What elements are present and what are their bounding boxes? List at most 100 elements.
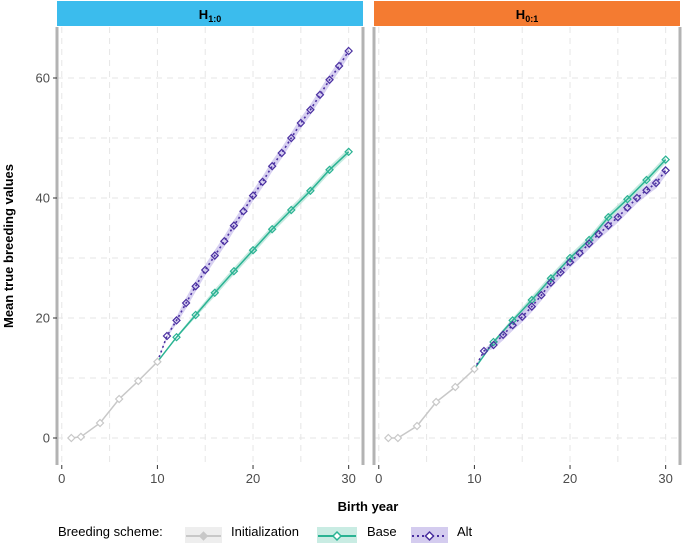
y-axis-title: Mean true breeding values: [1, 164, 16, 328]
point-base: [489, 337, 498, 347]
point-alt: [623, 203, 632, 212]
legend-key-base: [317, 527, 357, 543]
band-base: [157, 148, 349, 362]
legend-label-alt: Alt: [457, 524, 473, 539]
facet-h10: H1:0 0 20 40 60 0 10 20 30: [36, 1, 365, 486]
point-alt: [575, 248, 584, 258]
facet-h10-panel: [57, 27, 363, 465]
point-alt: [632, 193, 642, 203]
point-initialization: [76, 432, 86, 442]
point-base: [286, 205, 296, 215]
facet-h10-strip-label: H1:0: [199, 7, 221, 24]
point-alt: [517, 312, 527, 322]
facet-h01: H0:1 0 10 20 30: [372, 1, 682, 486]
point-alt: [603, 221, 613, 230]
band-base: [474, 156, 666, 369]
point-base: [603, 212, 613, 222]
line-alt: [473, 169, 667, 370]
facet-h01-panel: [374, 27, 680, 465]
facet-h10-strip: [57, 1, 363, 26]
point-initialization: [114, 394, 124, 404]
point-base: [229, 266, 239, 276]
point-initialization: [431, 397, 441, 407]
facet-h10-points: [66, 46, 354, 443]
facet-h01-strip: [374, 1, 680, 26]
point-alt: [277, 148, 287, 158]
facet-h01-x-axis-ticks: 0 10 20 30: [375, 465, 673, 486]
x-tick-label: 10: [467, 471, 481, 486]
facet-h01-points: [383, 155, 671, 443]
point-base: [508, 316, 518, 325]
y-tick-label: 40: [36, 191, 50, 206]
y-tick-label: 0: [43, 431, 50, 446]
legend-label-base: Base: [367, 524, 397, 539]
x-tick-label: 20: [246, 471, 260, 486]
x-tick-label: 0: [58, 471, 65, 486]
point-base: [565, 253, 575, 263]
point-alt: [661, 166, 671, 175]
point-initialization: [470, 364, 479, 374]
point-base: [546, 274, 556, 283]
point-alt: [315, 90, 325, 100]
x-tick-label: 30: [658, 471, 672, 486]
point-initialization: [153, 357, 162, 367]
point-alt: [191, 281, 201, 291]
point-base: [584, 235, 594, 245]
point-alt: [229, 221, 239, 230]
point-base: [306, 186, 315, 196]
point-alt: [584, 239, 594, 248]
facet-h01-strip-label: H0:1: [516, 7, 538, 24]
point-alt: [248, 191, 258, 200]
point-alt: [536, 290, 546, 300]
point-alt: [325, 75, 334, 85]
point-initialization: [133, 376, 143, 386]
point-base: [210, 288, 220, 298]
facet-h10-x-axis-ticks: 0 10 20 30: [58, 465, 356, 486]
facet-h10-bands: [157, 45, 349, 362]
facet-h01-bands: [474, 156, 666, 369]
y-tick-label: 60: [36, 71, 50, 86]
point-base: [344, 147, 354, 157]
point-alt: [200, 265, 210, 275]
point-alt: [479, 346, 489, 356]
point-base: [642, 175, 651, 185]
x-tick-label: 30: [341, 471, 355, 486]
point-alt: [594, 229, 604, 239]
line-base: [156, 151, 350, 363]
legend-title-text: Breeding scheme:: [58, 524, 163, 539]
point-alt: [613, 212, 623, 222]
point-initialization: [66, 433, 76, 443]
point-alt: [344, 46, 354, 56]
point-alt: [296, 118, 306, 128]
point-base: [623, 194, 632, 204]
point-base: [248, 245, 258, 255]
point-alt: [334, 61, 344, 71]
point-initialization: [95, 418, 105, 428]
point-alt: [651, 178, 661, 188]
point-alt: [546, 278, 556, 287]
point-base: [191, 310, 201, 320]
point-alt: [286, 133, 296, 143]
facet-h10-grid: [57, 27, 363, 465]
y-tick-label: 20: [36, 311, 50, 326]
point-alt: [642, 185, 651, 195]
x-tick-label: 10: [150, 471, 164, 486]
legend-label-initialization: Initialization: [231, 524, 299, 539]
point-alt: [306, 105, 315, 115]
point-alt: [210, 251, 220, 260]
legend-key-initialization: [185, 527, 222, 543]
point-base: [172, 332, 181, 342]
legend: Breeding scheme: Breeding scheme: Initia…: [58, 524, 473, 543]
point-base: [661, 155, 671, 164]
point-initialization: [412, 421, 422, 431]
band-alt: [474, 165, 666, 369]
point-alt: [527, 302, 537, 311]
point-alt: [498, 330, 508, 340]
point-alt: [239, 206, 248, 216]
point-alt: [162, 331, 172, 341]
point-initialization: [383, 433, 393, 443]
point-initialization: [393, 433, 403, 443]
y-axis-ticks: 0 20 40 60: [36, 71, 57, 446]
x-tick-label: 0: [375, 471, 382, 486]
